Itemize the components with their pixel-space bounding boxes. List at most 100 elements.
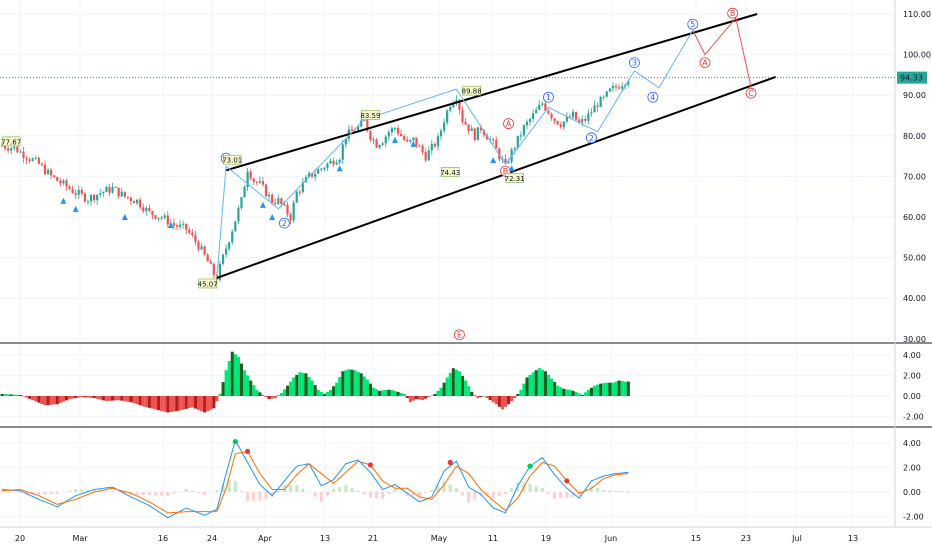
osc2-bar (147, 492, 151, 495)
candle-body (191, 232, 194, 236)
histogram-bar (457, 371, 462, 396)
histogram-bar (411, 396, 415, 401)
histogram-bar (436, 390, 440, 396)
histogram-bar (292, 377, 296, 396)
candle-body (446, 110, 449, 123)
osc2-marker-green (527, 463, 533, 469)
wave-path-red (692, 16, 752, 88)
histogram-bar (617, 380, 621, 396)
candle-body (338, 159, 341, 163)
date-axis: 20 Mar 16 24 Apr 13 21 May 11 19 Jun 15 23 Jul 13 (15, 534, 858, 543)
price-tag: 77.67 (1, 136, 21, 146)
candle-body (65, 180, 68, 187)
candle-body (473, 128, 476, 141)
candle-body (400, 133, 403, 137)
histogram-bar (537, 368, 541, 396)
price-tick-label: 80.00 (903, 132, 926, 141)
histogram-bar (221, 382, 225, 396)
osc2-marker-red (367, 462, 373, 468)
osc2-bar (6, 491, 10, 493)
price-tag-box (440, 167, 460, 177)
histogram-bar (325, 391, 330, 396)
histogram-bar (562, 388, 566, 396)
candle-body (59, 180, 62, 184)
wave-text: 2 (282, 219, 287, 228)
histogram-bar (157, 396, 161, 411)
price-tag: 89.88 (462, 85, 482, 96)
histogram-bar (507, 396, 511, 405)
histogram-bar (384, 389, 388, 396)
histogram-bar (169, 396, 173, 412)
histogram-bar (571, 390, 575, 396)
date-tick-label: 19 (541, 534, 551, 543)
histogram-bar (114, 396, 118, 401)
price-tag-text: 45.07 (198, 280, 218, 288)
osc2-bar (577, 492, 581, 496)
histogram-bar (255, 389, 259, 396)
signal-triangle (336, 165, 343, 172)
candle-body (120, 191, 123, 197)
wave-circle (699, 57, 711, 69)
candle-body (264, 184, 268, 197)
candle-body (252, 178, 255, 182)
histogram-bar (3, 394, 7, 396)
histogram-bar (399, 392, 403, 396)
histogram-bar (378, 390, 382, 396)
candle-body (310, 172, 314, 177)
candle-body (578, 119, 581, 123)
candle-body (464, 121, 467, 125)
candle-body (344, 138, 347, 145)
candle-body (581, 119, 584, 123)
histogram-bar (150, 396, 155, 409)
osc2-bar (215, 490, 219, 492)
histogram-bar (279, 392, 283, 396)
wave-circle (687, 18, 699, 30)
histogram-bar (482, 396, 486, 397)
candle-body (283, 204, 286, 206)
osc2-bar (589, 486, 593, 492)
price-tag-text: 83.59 (360, 112, 380, 120)
histogram-bar (6, 394, 10, 396)
osc2-marker-red (245, 448, 251, 455)
histogram-bar (209, 396, 213, 410)
candle-body (442, 122, 446, 131)
price-tag-box (361, 110, 380, 120)
candle-body (243, 186, 246, 198)
signal-triangle (508, 165, 515, 172)
histogram-bar (74, 396, 78, 399)
candle-body (298, 191, 301, 193)
wave-text: 3 (632, 59, 637, 68)
histogram-bar (421, 396, 425, 401)
histogram-bar (396, 391, 400, 396)
histogram-bar (120, 396, 124, 401)
osc2-bar (430, 490, 434, 492)
candle-body (424, 152, 427, 161)
candle-body (154, 215, 157, 219)
candle-body (105, 187, 108, 192)
candle-body (390, 128, 393, 133)
histogram-bar (611, 382, 615, 396)
candle-body (461, 109, 464, 122)
candle-body (532, 113, 535, 120)
wave-circle (454, 329, 465, 341)
histogram-bar (341, 371, 345, 396)
osc2-bar (448, 484, 452, 492)
candle-body (307, 172, 311, 178)
candle-body (458, 100, 461, 110)
candle-body (350, 129, 354, 132)
date-tick-label: 21 (368, 534, 378, 543)
date-tick-label: 11 (488, 534, 498, 543)
candle-body (329, 160, 332, 164)
candle-body (470, 128, 473, 131)
histogram-bar (61, 396, 65, 402)
histogram-bar (599, 383, 603, 396)
histogram-bar (608, 382, 612, 396)
wave-label-red: C (745, 87, 757, 99)
osc2-bar (184, 489, 188, 492)
candle-body (148, 207, 151, 212)
histogram-bar (344, 370, 348, 396)
histogram-bar (350, 369, 354, 396)
histogram-bar (86, 396, 90, 398)
histogram-bar (215, 396, 219, 402)
candle-body (326, 163, 329, 168)
